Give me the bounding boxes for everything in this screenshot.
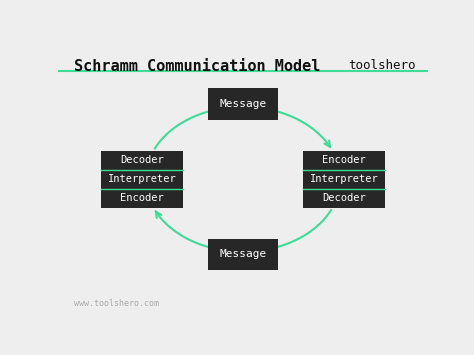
- Text: Encoder: Encoder: [322, 155, 366, 165]
- Text: Interpreter: Interpreter: [310, 174, 378, 184]
- Text: Encoder: Encoder: [120, 193, 164, 203]
- Text: Schramm Communication Model: Schramm Communication Model: [74, 59, 320, 74]
- Text: Interpreter: Interpreter: [108, 174, 176, 184]
- FancyBboxPatch shape: [100, 151, 183, 208]
- FancyBboxPatch shape: [208, 88, 278, 120]
- Text: Decoder: Decoder: [322, 193, 366, 203]
- Text: Decoder: Decoder: [120, 155, 164, 165]
- Text: Message: Message: [219, 250, 266, 260]
- Text: toolshero: toolshero: [348, 59, 416, 72]
- Text: Message: Message: [219, 99, 266, 109]
- FancyBboxPatch shape: [208, 239, 278, 270]
- Text: www.toolshero.com: www.toolshero.com: [74, 299, 159, 308]
- FancyBboxPatch shape: [302, 151, 385, 208]
